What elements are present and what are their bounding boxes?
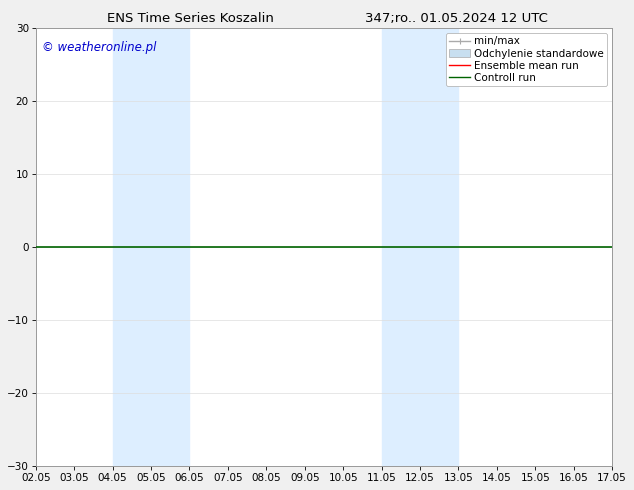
Bar xyxy=(382,28,458,466)
Legend: min/max, Odchylenie standardowe, Ensemble mean run, Controll run: min/max, Odchylenie standardowe, Ensembl… xyxy=(446,33,607,86)
Text: 347;ro.. 01.05.2024 12 UTC: 347;ro.. 01.05.2024 12 UTC xyxy=(365,12,548,25)
Bar xyxy=(113,28,190,466)
Text: © weatheronline.pl: © weatheronline.pl xyxy=(42,41,156,54)
Text: ENS Time Series Koszalin: ENS Time Series Koszalin xyxy=(107,12,274,25)
